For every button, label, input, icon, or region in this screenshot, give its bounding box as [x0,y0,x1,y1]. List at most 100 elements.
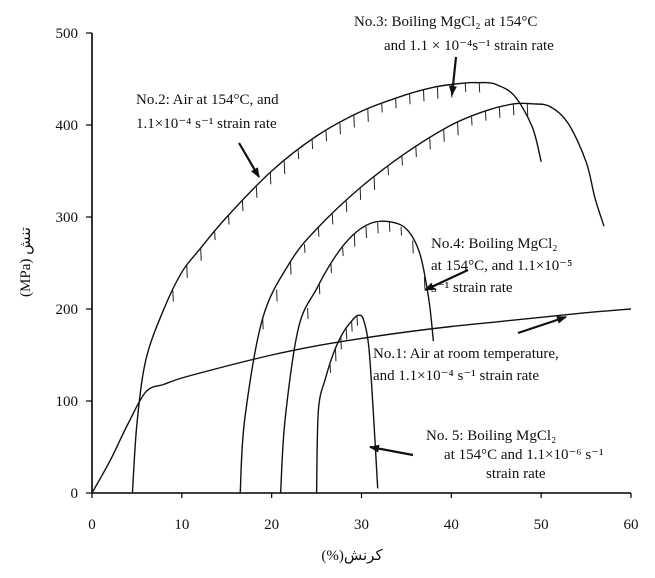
y-tick-label: 500 [56,26,79,42]
serration-mark [464,83,467,92]
annotation-arrow-3 [424,269,469,291]
serration-mark [353,234,356,247]
annotation-line: and 1.1 × 10⁻⁴s⁻¹ strain rate [384,38,554,54]
serration-mark [365,226,367,238]
x-tick-label: 30 [354,517,369,533]
serration-mark [331,214,334,225]
y-tick-label: 0 [71,486,79,502]
serration-mark [307,308,309,320]
arrows-group [238,56,567,457]
serration-mark [329,364,332,373]
y-tick-label: 100 [56,394,79,410]
y-axis-title: (MPa) تنش [18,227,34,297]
serration-mark [388,221,391,232]
serration-mark [214,231,216,241]
serration-mark [373,177,376,190]
annotations-group: No.3: Boiling MgCl₂ at 154°C and 1.1 × 10… [136,14,604,482]
annotation-1: No.3: Boiling MgCl₂ at 154°C and 1.1 × 10… [354,14,554,54]
serration-mark [377,222,379,234]
annotation-line: No.2: Air at 154°C, and [136,92,279,108]
serration-mark [381,103,383,113]
series-line-4 [279,220,435,494]
annotation-2: No.2: Air at 154°C, and 1.1×10⁻⁴ s⁻¹ stra… [136,92,279,132]
annotation-line: No.4: Boiling MgCl₂ [431,236,558,252]
serration-mark [484,110,487,121]
serration-mark [297,150,300,160]
serration-mark [276,289,278,302]
ticks: 0 10 20 30 40 50 60 0 100 200 300 400 500 [56,26,639,533]
serration-mark [359,187,362,200]
serration-mark [325,130,328,142]
serration-mark [356,316,359,326]
serration-mark [200,248,202,261]
serration-mark [478,82,481,93]
annotation-line: and 1.1×10⁻⁴ s⁻¹ strain rate [373,368,539,384]
serration-mark [172,290,174,302]
serration-mark [526,103,529,117]
series-line-2 [131,81,542,494]
serration-mark [303,244,306,253]
x-tick-label: 20 [264,517,279,533]
serration-mark [290,261,292,275]
x-tick-label: 50 [534,517,549,533]
serration-mark [436,86,439,99]
serrations-group [172,82,529,373]
annotation-arrow-5 [369,444,414,457]
serration-mark [429,138,431,150]
serration-mark [345,201,348,213]
serration-mark [443,129,445,142]
serration-mark [457,122,459,136]
serration-mark [334,348,337,362]
serration-mark [317,227,320,237]
serration-mark [339,123,341,135]
serration-mark [400,226,403,236]
y-tick-label: 400 [56,118,79,134]
serration-mark [269,172,272,185]
serration-mark [262,318,264,330]
series-line-3 [239,102,605,494]
x-tick-label: 60 [624,517,639,533]
serration-mark [311,139,314,150]
annotation-arrow-1 [448,56,458,96]
serration-mark [351,321,353,332]
series-line-1 [91,308,632,494]
serration-mark [498,107,501,118]
serration-mark [283,161,286,175]
serration-mark [387,166,389,176]
serration-mark [412,240,414,254]
annotation-4: No.1: Air at room temperature, and 1.1×10… [373,346,559,384]
serration-mark [342,247,344,256]
x-tick-label: 0 [88,517,96,533]
annotation-5: No. 5: Boiling MgCl₂ at 154°C and 1.1×10⁻… [426,428,604,482]
annotation-line: s⁻¹ strain rate [431,280,513,296]
annotation-3: No.4: Boiling MgCl₂ at 154°C, and 1.1×10⁻… [431,236,572,296]
serration-mark [367,108,369,122]
annotation-line: at 154°C and 1.1×10⁻⁶ s⁻¹ [444,447,604,463]
series-line-5 [315,314,379,494]
x-tick-label: 10 [174,517,189,533]
serration-mark [415,146,417,158]
serration-mark [228,215,230,225]
annotation-line: No. 5: Boiling MgCl₂ [426,428,556,444]
x-axis-title: کرنش(%) [321,548,383,564]
serration-mark [345,328,348,340]
serration-mark [353,115,355,128]
serration-mark [330,263,332,273]
serration-mark [318,284,321,295]
annotation-arrow-4 [517,315,567,335]
serration-mark [186,265,188,278]
y-tick-label: 300 [56,210,79,226]
serration-mark [395,98,397,109]
series-group [91,81,632,494]
serration-mark [340,337,342,350]
serration-mark [512,104,515,116]
annotation-line: strain rate [486,466,546,482]
serration-mark [422,89,425,102]
annotation-line: at 154°C, and 1.1×10⁻⁵ [431,258,572,274]
serration-mark [241,200,244,212]
x-tick-label: 40 [444,517,459,533]
serration-mark [423,276,426,289]
serration-mark [409,93,411,105]
